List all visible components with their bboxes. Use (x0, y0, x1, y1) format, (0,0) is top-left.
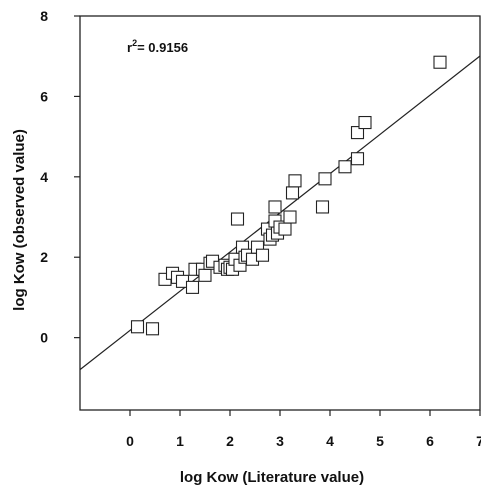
data-point (268, 200, 282, 214)
axes (74, 15, 481, 416)
data-point (285, 186, 300, 200)
data-point (130, 320, 145, 334)
r-squared-sup: 2 (132, 38, 137, 48)
y-tick-label: 8 (40, 8, 48, 24)
x-tick-label: 4 (326, 433, 334, 449)
data-point (283, 210, 297, 224)
data-point (350, 152, 365, 166)
tick-labels: 0 1 2 3 4 5 6 7 0 2 4 6 8 (40, 8, 481, 449)
data-point (198, 268, 212, 282)
x-axis-title: log Kow (Literature value) (180, 469, 364, 486)
r-squared-prefix: r (127, 40, 132, 55)
data-point (338, 160, 352, 174)
data-point (433, 55, 447, 69)
data-point (288, 174, 302, 188)
y-axis-title: log Kow (observed value) (11, 129, 28, 311)
x-tick-label: 0 (126, 433, 134, 449)
y-tick-label: 0 (40, 330, 48, 346)
data-point (350, 126, 365, 140)
x-tick-label: 3 (276, 433, 284, 449)
y-tick-label: 2 (40, 249, 48, 265)
data-point (230, 212, 245, 226)
data-points (130, 55, 447, 336)
x-tick-label: 2 (226, 433, 234, 449)
x-tick-label: 1 (176, 433, 184, 449)
y-tick-label: 6 (40, 88, 48, 104)
data-point (185, 280, 200, 294)
r-squared-annotation: r2= 0.9156 (127, 38, 188, 55)
data-point (255, 248, 270, 262)
x-tick-label: 7 (476, 433, 481, 449)
data-point (145, 322, 160, 336)
data-point (278, 222, 292, 236)
data-point (358, 115, 372, 130)
x-tick-label: 5 (376, 433, 384, 449)
r-squared-value: = 0.9156 (137, 40, 188, 55)
y-tick-label: 4 (40, 169, 48, 185)
x-tick-label: 6 (426, 433, 434, 449)
data-point (318, 172, 332, 186)
data-point (315, 200, 330, 214)
